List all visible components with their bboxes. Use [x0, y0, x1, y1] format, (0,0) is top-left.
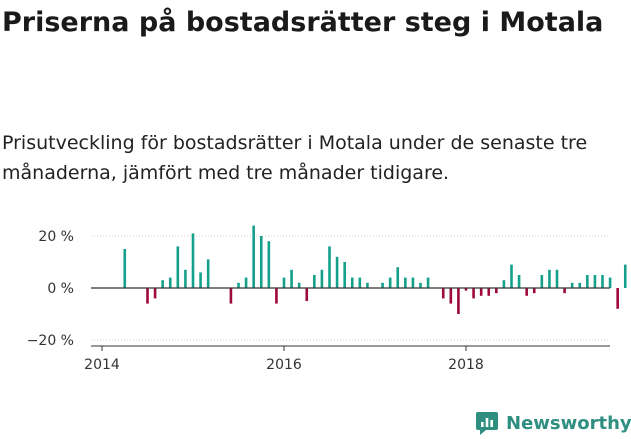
x-axis: 201420162018202020222024 — [84, 345, 631, 373]
bar — [457, 288, 460, 314]
chart-title: Priserna på bostadsrätter steg i Motala — [2, 7, 604, 38]
bar — [411, 277, 415, 288]
bar — [229, 288, 233, 304]
bar — [555, 269, 559, 288]
bar — [313, 275, 316, 288]
bars — [123, 225, 627, 314]
bar — [570, 282, 574, 288]
bar — [358, 277, 362, 288]
bar — [290, 269, 293, 288]
bar — [366, 282, 369, 288]
bar — [540, 275, 544, 288]
bar — [146, 288, 149, 304]
bar — [320, 269, 324, 288]
bar — [426, 277, 430, 288]
bar — [252, 225, 255, 288]
bar — [282, 277, 286, 288]
bar — [548, 269, 551, 288]
newsworthy-logo: Newsworthy — [474, 408, 631, 438]
bar — [176, 246, 180, 288]
bar — [343, 262, 346, 288]
bar — [464, 288, 468, 291]
bar — [396, 267, 400, 288]
bar — [586, 275, 589, 288]
bar — [335, 256, 339, 288]
bar — [601, 275, 604, 288]
x-tick-label: 2018 — [448, 357, 484, 373]
y-tick-label: 20 % — [38, 229, 74, 245]
y-tick-label: −20 % — [27, 333, 74, 349]
bar — [404, 277, 407, 288]
bar — [419, 282, 422, 288]
x-tick-label: 2014 — [84, 357, 120, 373]
bar — [350, 277, 354, 288]
bar — [275, 288, 278, 304]
bar — [184, 269, 187, 288]
bar — [487, 288, 491, 296]
bar — [244, 277, 248, 288]
chart-subtitle: Prisutveckling för bostadsrätter i Motal… — [2, 132, 588, 184]
bar — [472, 288, 475, 299]
bar — [623, 264, 627, 288]
y-tick-label: 0 % — [47, 281, 74, 297]
bar — [479, 288, 483, 296]
bar-chart: 20 %0 %−20 % 201420162018202020222024 7 … — [27, 225, 631, 373]
bar — [532, 288, 536, 294]
bar — [593, 275, 597, 288]
bar — [563, 288, 566, 294]
bar — [168, 277, 172, 288]
bar — [328, 246, 331, 288]
bar — [388, 277, 392, 288]
bar — [449, 288, 453, 304]
bar — [441, 288, 445, 299]
bar — [510, 264, 513, 288]
bar — [381, 282, 384, 288]
bar — [616, 288, 619, 309]
bar — [237, 282, 240, 288]
bar — [123, 249, 127, 288]
bar — [578, 282, 582, 288]
newsworthy-logo-icon — [476, 412, 498, 435]
brand-name: Newsworthy — [506, 412, 631, 434]
gridlines — [91, 235, 610, 341]
bar — [525, 288, 528, 296]
bar — [502, 280, 506, 288]
bar — [517, 275, 521, 288]
bar — [267, 241, 271, 288]
bar — [206, 259, 210, 288]
bar — [153, 288, 157, 299]
x-tick-label: 2016 — [266, 357, 302, 373]
bar — [259, 236, 263, 288]
bar — [608, 277, 612, 288]
bar — [191, 233, 195, 288]
y-axis: 20 % 0 % −20 % — [27, 229, 74, 349]
bar — [495, 288, 498, 294]
bar — [297, 282, 301, 288]
bar — [161, 280, 164, 288]
bar — [199, 272, 202, 288]
bar — [305, 288, 309, 301]
